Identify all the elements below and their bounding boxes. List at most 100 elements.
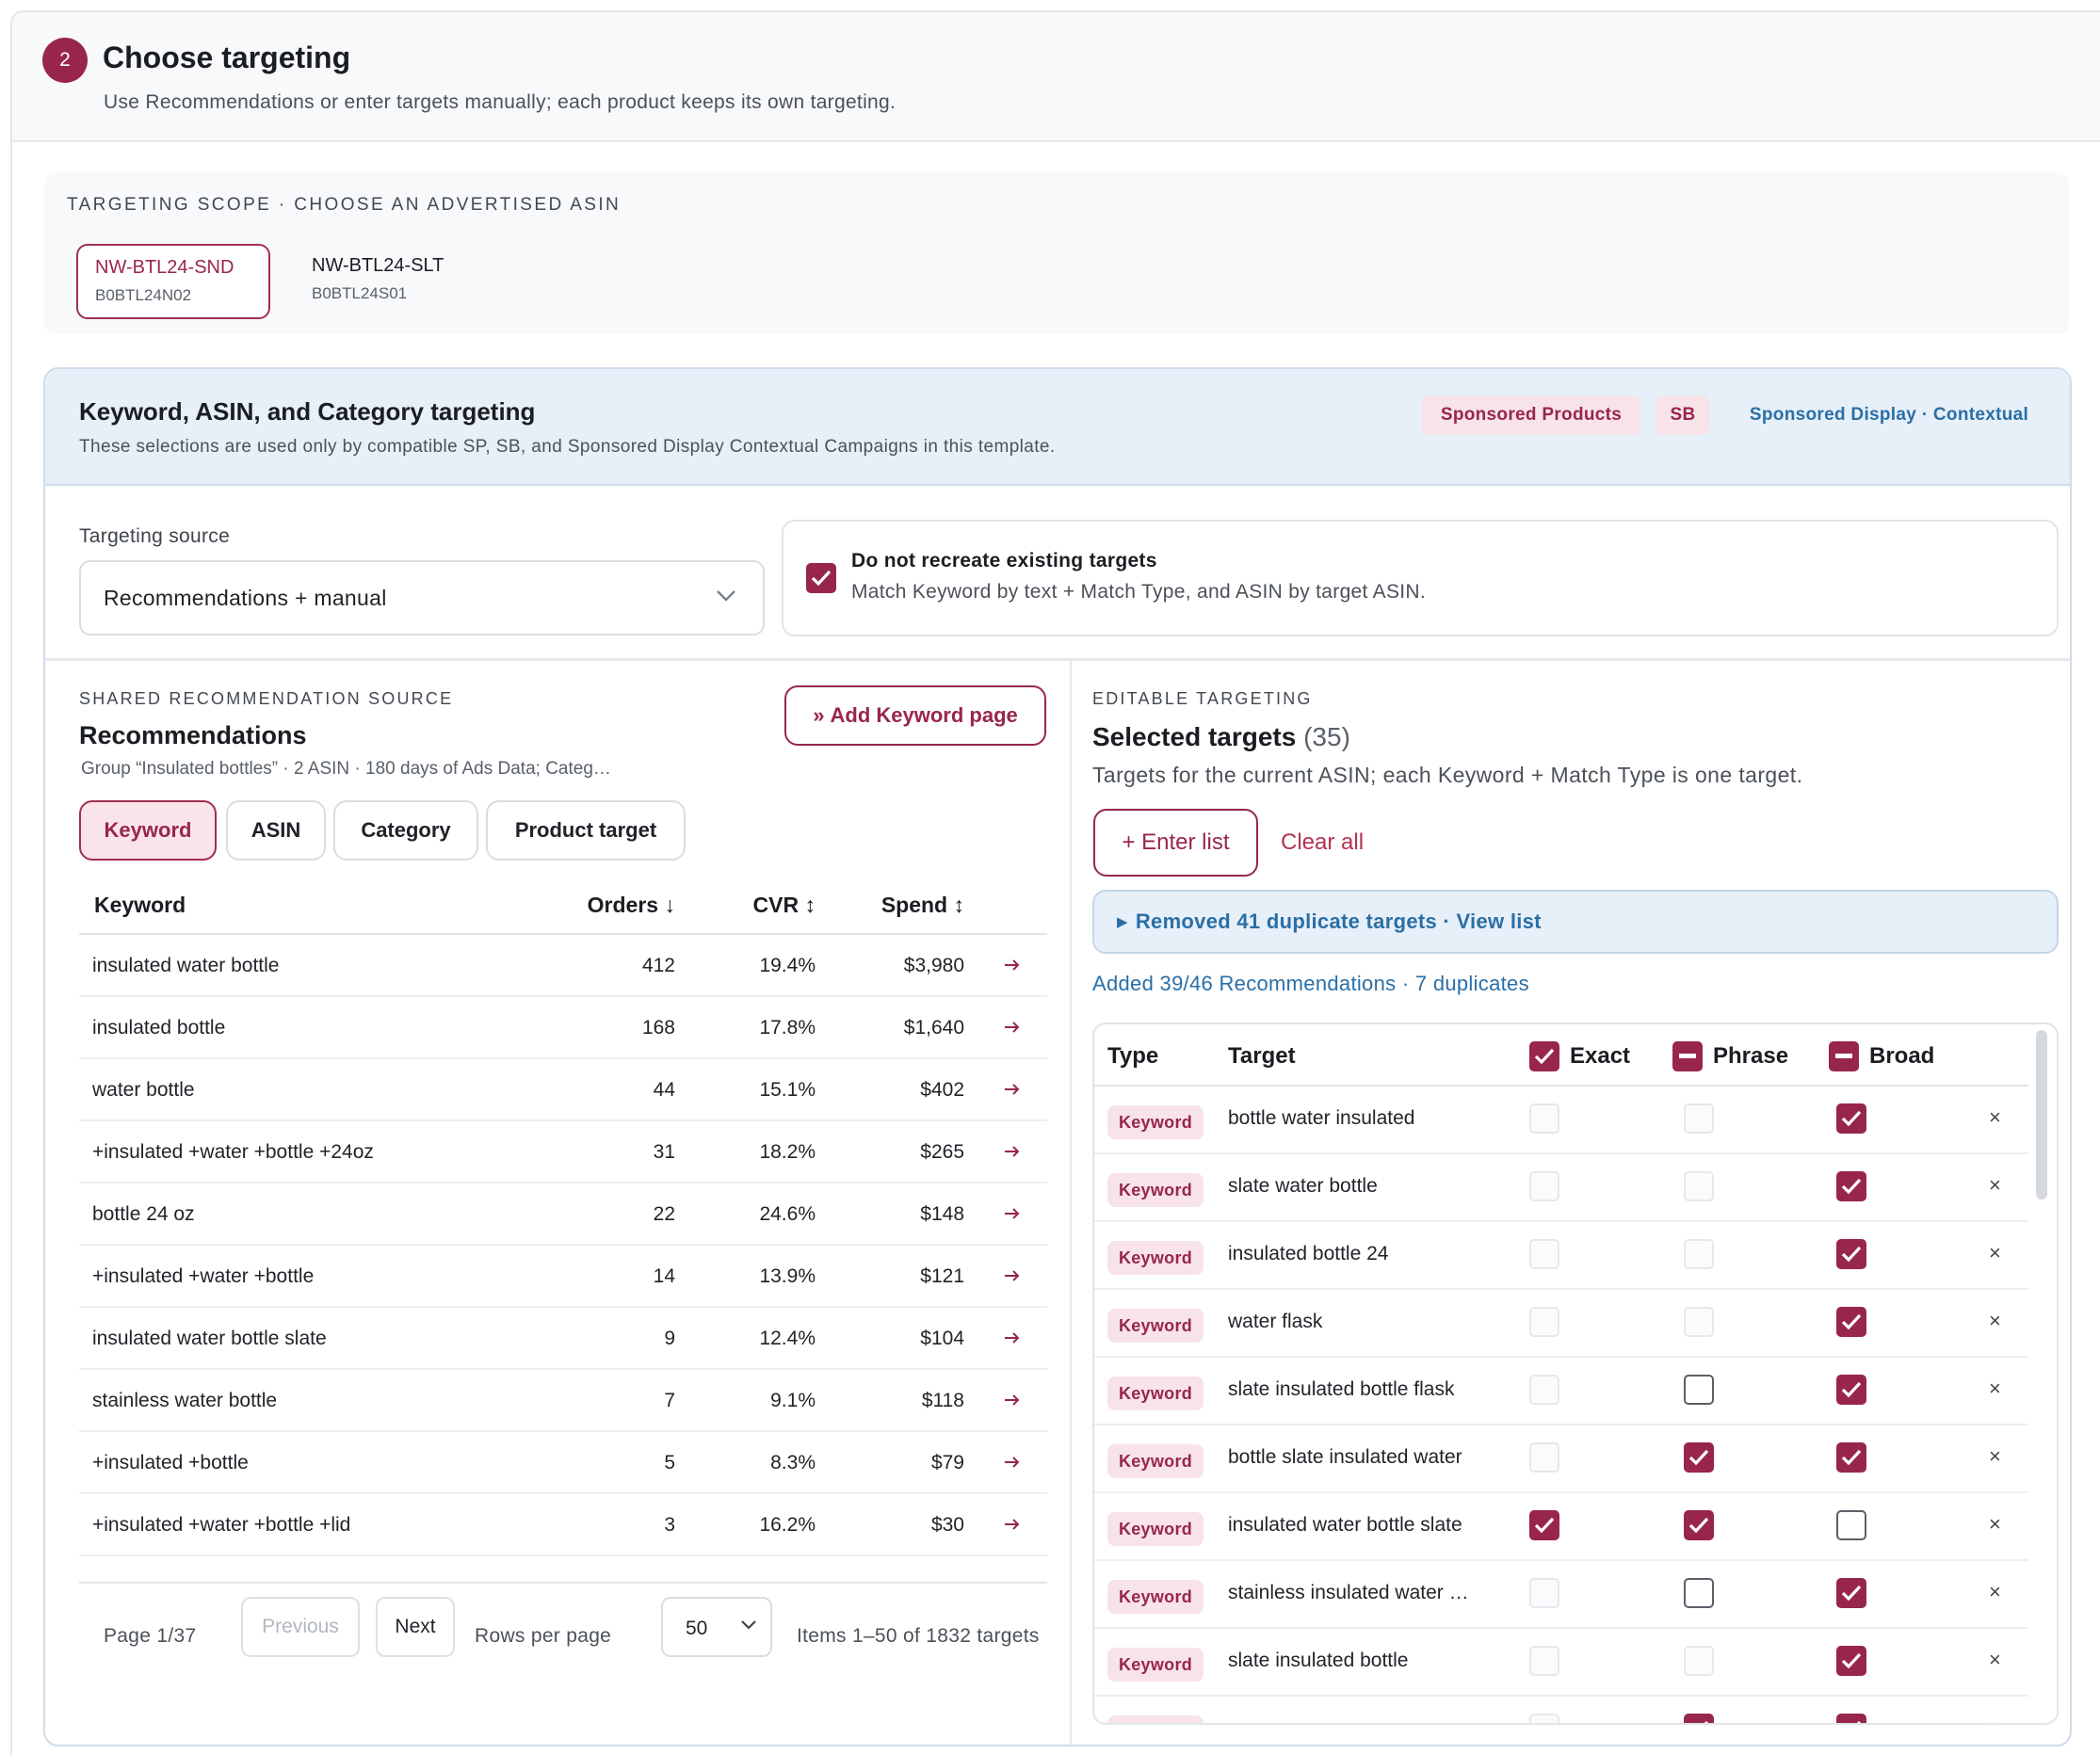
target-row: Keyword slate water bottle × (1094, 1154, 2028, 1222)
asin-chip-slate[interactable]: NW-BTL24-SLT B0BTL24S01 (295, 244, 483, 319)
table-row[interactable]: insulated water bottle slate 9 12.4% $104 (79, 1308, 1047, 1370)
enter-list-button[interactable]: + Enter list (1093, 809, 1258, 877)
phrase-match-checkbox[interactable] (1684, 1510, 1714, 1540)
broad-match-checkbox[interactable] (1836, 1307, 1866, 1337)
table-row[interactable]: +insulated +water +bottle 14 13.9% $121 (79, 1246, 1047, 1308)
exact-match-checkbox[interactable] (1529, 1510, 1559, 1540)
table-row[interactable]: stainless water bottle 7 9.1% $118 (79, 1370, 1047, 1432)
keyword-cell: +insulated +water +bottle +24oz (92, 1141, 374, 1163)
do-not-recreate-checkbox[interactable] (806, 563, 836, 593)
add-arrow-icon[interactable] (1004, 1452, 1021, 1474)
target-type-badge: Keyword (1107, 1377, 1203, 1410)
broad-match-checkbox[interactable] (1836, 1578, 1866, 1608)
spend-column-header[interactable]: Spend ↕ (880, 893, 964, 917)
remove-target-icon[interactable]: × (1989, 1444, 2001, 1468)
next-page-button[interactable]: Next (376, 1597, 455, 1657)
exact-match-checkbox (1529, 1171, 1559, 1201)
remove-target-icon[interactable]: × (1989, 1715, 2001, 1723)
cvr-cell: 12.4% (759, 1328, 816, 1349)
orders-column-header[interactable]: Orders ↓ (587, 893, 675, 917)
target-text: insulated bottle 24 (1228, 1243, 1389, 1264)
remove-target-icon[interactable]: × (1989, 1241, 2001, 1264)
remove-target-icon[interactable]: × (1989, 1648, 2001, 1671)
broad-match-checkbox[interactable] (1836, 1510, 1866, 1540)
tab-asin[interactable]: ASIN (226, 800, 326, 861)
remove-target-icon[interactable]: × (1989, 1377, 2001, 1400)
add-arrow-icon[interactable] (1004, 1265, 1021, 1288)
tab-product-target[interactable]: Product target (486, 800, 686, 861)
target-text: stainless insulated water … (1228, 1582, 1469, 1603)
broad-match-checkbox[interactable] (1836, 1239, 1866, 1269)
remove-target-icon[interactable]: × (1989, 1512, 2001, 1536)
keyword-cell: insulated water bottle slate (92, 1328, 327, 1349)
page-indicator: Page 1/37 (104, 1625, 197, 1647)
phrase-match-checkbox[interactable] (1684, 1442, 1714, 1473)
removed-duplicates-toggle[interactable]: ▶ Removed 41 duplicate targets · View li… (1092, 890, 2059, 954)
tab-category[interactable]: Category (333, 800, 478, 861)
add-arrow-icon[interactable] (1004, 1203, 1021, 1226)
exact-match-checkbox (1529, 1307, 1559, 1337)
target-row: Keyword insulated water bottle slate × (1094, 1493, 2028, 1561)
cvr-column-header[interactable]: CVR ↕ (752, 893, 816, 917)
add-arrow-icon[interactable] (1004, 1390, 1021, 1412)
target-text: water flask (1228, 1311, 1323, 1332)
recommendations-table-header: Keyword Orders ↓ CVR ↕ Spend ↕ (79, 876, 1047, 935)
do-not-recreate-option[interactable]: Do not recreate existing targets Match K… (782, 520, 2059, 636)
phrase-select-all-checkbox[interactable] (1672, 1041, 1703, 1071)
keyword-column-header: Keyword (94, 893, 186, 917)
broad-match-checkbox[interactable] (1836, 1442, 1866, 1473)
exact-match-checkbox (1529, 1714, 1559, 1723)
phrase-match-checkbox[interactable] (1684, 1375, 1714, 1405)
broad-column-header: Broad (1869, 1043, 1935, 1069)
add-arrow-icon[interactable] (1004, 955, 1021, 977)
added-recommendations-link[interactable]: Added 39/46 Recommendations · 7 duplicat… (1092, 972, 1529, 995)
phrase-match-checkbox[interactable] (1684, 1578, 1714, 1608)
table-row[interactable]: bottle 24 oz 22 24.6% $148 (79, 1183, 1047, 1246)
add-arrow-icon[interactable] (1004, 1141, 1021, 1164)
rows-per-page-select[interactable]: 50 (661, 1597, 772, 1657)
add-keyword-page-button[interactable]: » Add Keyword page (784, 685, 1046, 746)
phrase-match-checkbox (1684, 1307, 1714, 1337)
exact-select-all-checkbox[interactable] (1529, 1041, 1559, 1071)
table-row[interactable]: water bottle 44 15.1% $402 (79, 1059, 1047, 1121)
pagination: Page 1/37 Previous Next Rows per page 50… (79, 1582, 1047, 1657)
table-row[interactable]: insulated bottle 168 17.8% $1,640 (79, 997, 1047, 1059)
recommendations-table: Keyword Orders ↓ CVR ↕ Spend ↕ insulated… (79, 876, 1047, 1556)
previous-page-button[interactable]: Previous (241, 1597, 360, 1657)
broad-match-checkbox[interactable] (1836, 1646, 1866, 1676)
tab-keyword[interactable]: Keyword (79, 800, 217, 861)
table-row[interactable]: +insulated +water +bottle +lid 3 16.2% $30 (79, 1494, 1047, 1556)
remove-target-icon[interactable]: × (1989, 1173, 2001, 1197)
add-arrow-icon[interactable] (1004, 1328, 1021, 1350)
broad-match-checkbox[interactable] (1836, 1714, 1866, 1723)
phrase-match-checkbox[interactable] (1684, 1714, 1714, 1723)
remove-target-icon[interactable]: × (1989, 1309, 2001, 1332)
exact-match-checkbox (1529, 1578, 1559, 1608)
remove-target-icon[interactable]: × (1989, 1580, 2001, 1603)
table-scrollbar[interactable] (2036, 1030, 2047, 1200)
target-type-badge: Keyword (1107, 1580, 1203, 1614)
asin-chip-sandstone[interactable]: NW-BTL24-SND B0BTL24N02 (76, 244, 270, 319)
cvr-cell: 8.3% (770, 1452, 816, 1473)
spend-cell: $118 (921, 1390, 964, 1411)
targeting-source-select[interactable]: Recommendations + manual (79, 560, 765, 636)
broad-match-checkbox[interactable] (1836, 1171, 1866, 1201)
broad-match-checkbox[interactable] (1836, 1375, 1866, 1405)
spend-cell: $265 (920, 1141, 964, 1163)
cvr-cell: 16.2% (759, 1514, 816, 1536)
add-arrow-icon[interactable] (1004, 1079, 1021, 1102)
broad-match-checkbox[interactable] (1836, 1103, 1866, 1134)
phrase-match-checkbox (1684, 1171, 1714, 1201)
spend-cell: $30 (930, 1514, 964, 1536)
asin-name: NW-BTL24-SLT (312, 255, 444, 276)
broad-select-all-checkbox[interactable] (1829, 1041, 1859, 1071)
step-subtitle: Use Recommendations or enter targets man… (104, 91, 897, 113)
table-row[interactable]: +insulated +water +bottle +24oz 31 18.2% $2… (79, 1121, 1047, 1183)
add-arrow-icon[interactable] (1004, 1514, 1021, 1537)
clear-all-button[interactable]: Clear all (1281, 829, 1365, 855)
table-row[interactable]: +insulated +bottle 5 8.3% $79 (79, 1432, 1047, 1494)
table-row[interactable]: insulated water bottle 412 19.4% $3,980 (79, 935, 1047, 997)
cvr-cell: 13.9% (759, 1265, 816, 1287)
add-arrow-icon[interactable] (1004, 1017, 1021, 1039)
remove-target-icon[interactable]: × (1989, 1105, 2001, 1129)
